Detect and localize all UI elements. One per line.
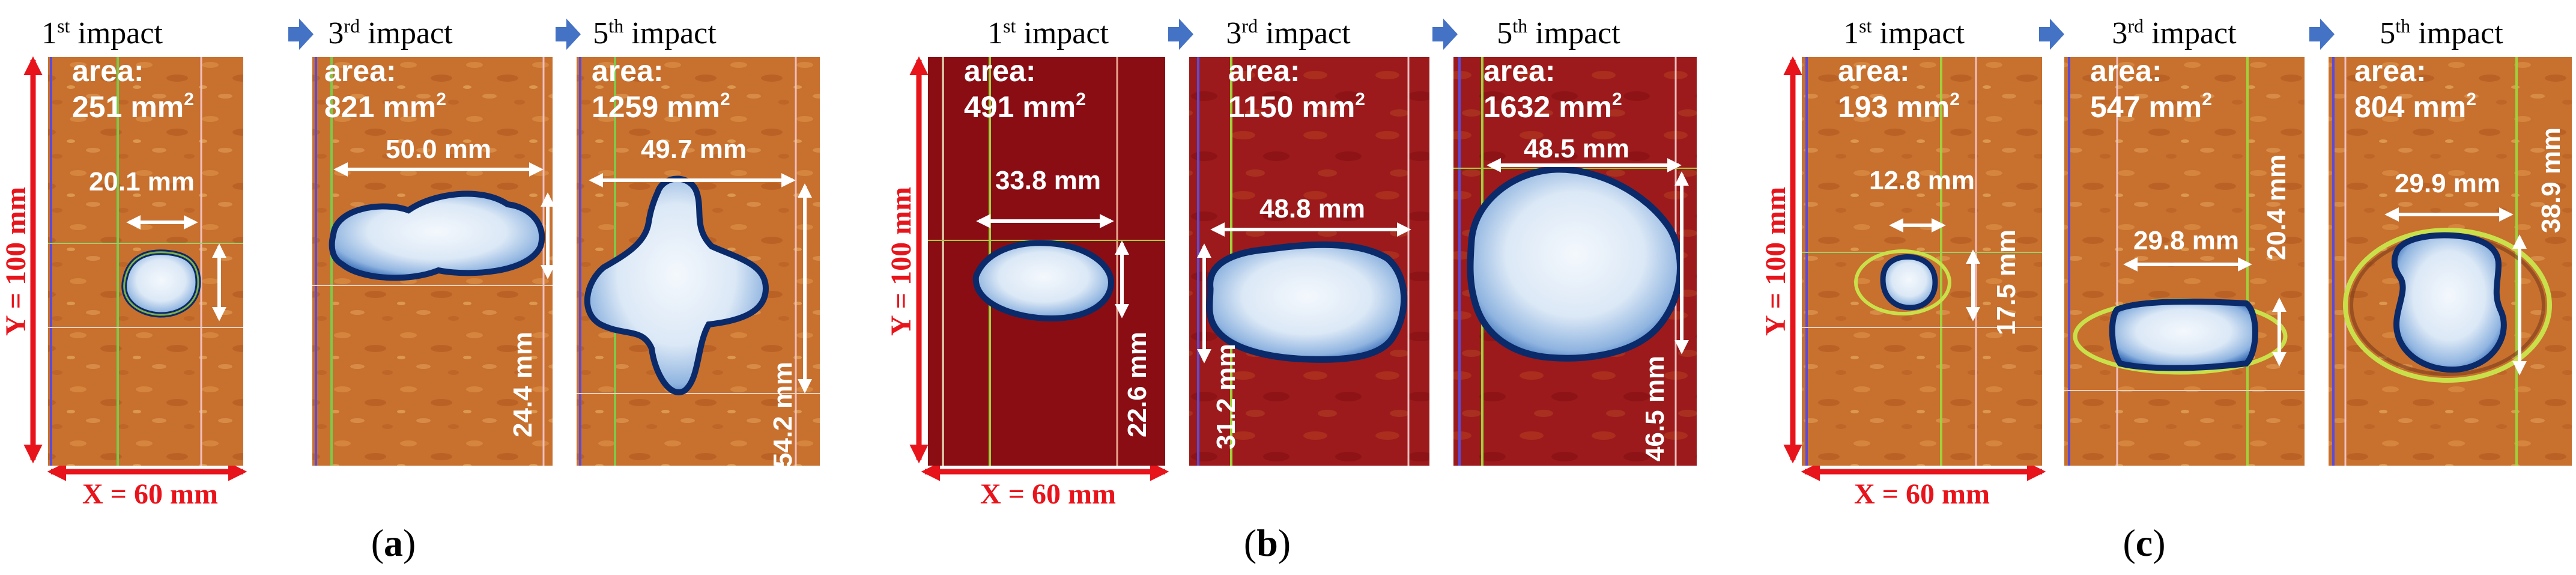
area-label: area:: [324, 54, 396, 88]
x-axis-label: X = 60 mm: [82, 478, 218, 510]
group-b: 1st impact 3rd impact 5th impact Y = 100…: [885, 15, 1697, 564]
title-1st-impact-a: 1st impact: [41, 15, 163, 50]
cscan-panel-c2: area: 547 mm2 29.8 mm 20.4 mm: [2064, 54, 2305, 466]
group-a: 1st impact 3rd impact 5th impact Y = 100…: [0, 15, 820, 564]
area-label: area:: [72, 54, 144, 88]
height-label: 20.3 mm: [238, 230, 268, 335]
width-label: 48.5 mm: [1524, 134, 1629, 163]
area-label: area:: [2090, 54, 2162, 88]
title-3rd-impact-b: 3rd impact: [1226, 15, 1351, 50]
caption-c: (c): [2123, 522, 2165, 564]
height-label: 22.6 mm: [1123, 332, 1152, 437]
area-value: 547 mm2: [2090, 90, 2212, 124]
width-label: 33.8 mm: [995, 166, 1101, 195]
y-axis-label: Y = 100 mm: [0, 187, 32, 336]
title-5th-impact-b: 5th impact: [1497, 15, 1620, 50]
cscan-panel-b1: area: 491 mm2 33.8 mm 22.6 mm: [928, 54, 1165, 466]
title-5th-impact-c: 5th impact: [2380, 15, 2503, 50]
height-label: 20.4 mm: [2262, 154, 2291, 260]
area-label: area:: [592, 54, 664, 88]
sequence-arrow-icon: [288, 19, 314, 50]
height-label: 54.2 mm: [768, 362, 798, 467]
cscan-panel-c1: area: 193 mm2 12.8 mm 17.5 mm: [1802, 54, 2042, 466]
height-label: 17.5 mm: [1992, 230, 2021, 335]
area-label: area:: [1228, 54, 1300, 88]
damage-region: [2391, 232, 2507, 373]
area-value: 1150 mm2: [1228, 90, 1365, 124]
x-axis-label: X = 60 mm: [1854, 478, 1990, 510]
damage-region: [972, 240, 1115, 322]
damage-region: [584, 175, 769, 395]
cscan-panel-a2: area: 821 mm2 50.0 mm 24.4 mm: [312, 54, 555, 466]
title-3rd-impact-a: 3rd impact: [328, 15, 453, 50]
width-label: 29.8 mm: [2133, 226, 2239, 255]
damage-region: [1206, 241, 1408, 363]
area-value: 193 mm2: [1838, 90, 1960, 124]
width-label: 48.8 mm: [1259, 194, 1365, 224]
damage-region: [1880, 254, 1938, 311]
area-value: 804 mm2: [2354, 90, 2476, 124]
width-label: 12.8 mm: [1869, 166, 1975, 195]
cscan-panel-b2: area: 1150 mm2 48.8 mm 31.2 mm: [1189, 54, 1429, 466]
y-axis-label: Y = 100 mm: [885, 187, 917, 336]
width-label: 50.0 mm: [386, 135, 491, 164]
cscan-panel-b3: area: 1632 mm2 48.5 mm 46.5 mm: [1453, 54, 1697, 466]
area-value: 1632 mm2: [1483, 90, 1622, 124]
width-label: 29.9 mm: [2395, 169, 2500, 198]
area-label: area:: [2354, 54, 2426, 88]
sequence-arrow-icon: [2039, 19, 2064, 50]
area-value: 1259 mm2: [592, 90, 730, 124]
group-c: 1st impact 3rd impact 5th impact Y = 100…: [1760, 15, 2572, 564]
caption-a: (a): [371, 522, 416, 564]
height-label: 38.9 mm: [2536, 127, 2566, 233]
height-label: 24.4 mm: [508, 332, 538, 437]
area-label: area:: [1838, 54, 1910, 88]
caption-b: (b): [1244, 522, 1291, 564]
cscan-panel-a3: area: 1259 mm2 49.7 mm 54.2 mm: [577, 54, 820, 467]
damage-region: [329, 190, 545, 281]
damage-region: [2109, 299, 2258, 371]
cscan-panel-c3: area: 804 mm2 29.9 mm 38.9 mm: [2329, 54, 2572, 466]
sequence-arrow-icon: [1168, 19, 1193, 50]
area-value: 251 mm2: [72, 90, 194, 124]
cscan-panel-a1: area: 251 mm2 20.1 mm 20.3 mm: [48, 54, 268, 466]
sequence-arrow-icon: [1432, 19, 1458, 50]
area-value: 491 mm2: [964, 90, 1086, 124]
y-axis-label: Y = 100 mm: [1760, 187, 1792, 336]
sequence-arrow-icon: [2309, 19, 2335, 50]
title-1st-impact-c: 1st impact: [1843, 15, 1965, 50]
width-label: 20.1 mm: [89, 167, 195, 196]
area-label: area:: [1483, 54, 1556, 88]
title-1st-impact-b: 1st impact: [987, 15, 1109, 50]
height-label: 46.5 mm: [1640, 356, 1670, 461]
width-label: 49.7 mm: [641, 135, 747, 164]
x-axis-label: X = 60 mm: [980, 478, 1116, 510]
area-value: 821 mm2: [324, 90, 446, 124]
title-5th-impact-a: 5th impact: [593, 15, 717, 50]
height-label: 31.2 mm: [1211, 344, 1241, 449]
area-label: area:: [964, 54, 1036, 88]
title-3rd-impact-c: 3rd impact: [2112, 15, 2237, 50]
sequence-arrow-icon: [556, 19, 581, 50]
